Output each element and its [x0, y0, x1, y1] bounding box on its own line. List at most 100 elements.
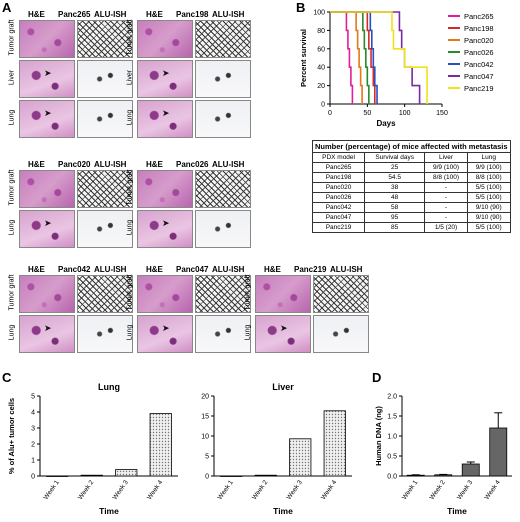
- y-axis-label: % of Alu+ tumor cells: [7, 398, 16, 474]
- table-row: Panc047 95-9/10 (90): [311, 212, 511, 223]
- human-dna-bar-chart: 0.0 0.5 1.0 1.5 2.0 Week 1 Week 2 Week 3 Week 4 T…: [374, 394, 512, 516]
- legend-label: Panc265: [464, 12, 494, 21]
- row-label: Lung: [126, 219, 134, 236]
- bar-Week 2: [80, 474, 103, 477]
- y-tick-label: 2: [31, 442, 35, 449]
- table-cell: 54.5: [364, 172, 426, 183]
- column-header: Liver: [424, 152, 468, 163]
- table-cell: Panc198: [311, 172, 366, 183]
- table-header-row: PDX model Survival days Liver Lung: [311, 152, 511, 163]
- stain-he-label: H&E: [264, 265, 281, 274]
- x-axis-label: Days: [376, 119, 396, 128]
- he-image: [137, 20, 193, 58]
- stain-ish-label: ALU-ISH: [94, 265, 127, 274]
- table-cell: 5/5 (100): [466, 182, 511, 193]
- row-label: Tumor graft: [126, 274, 134, 311]
- y-tick-label: 0: [321, 102, 325, 109]
- panel-d-letter: D: [372, 370, 382, 385]
- row-label: Lung: [8, 324, 16, 341]
- ish-image: [313, 275, 369, 313]
- y-tick-label: 10: [201, 434, 209, 441]
- he-image: [19, 315, 75, 353]
- table-cell: 58: [364, 202, 426, 213]
- ish-image: [77, 60, 133, 98]
- ish-image: [77, 210, 133, 248]
- arrowhead-icon: ➤: [280, 323, 288, 333]
- bar-Week 1: [220, 475, 243, 477]
- y-axis-label: Percent survival: [299, 29, 308, 87]
- he-image: [137, 170, 193, 208]
- arrowhead-icon: ➤: [162, 68, 170, 78]
- ish-image: [77, 20, 133, 58]
- x-tick-label: Week 3: [286, 479, 305, 501]
- table-row: Panc219 85 1/5 (20) 5/5 (100): [311, 222, 511, 233]
- he-image: [137, 210, 193, 248]
- ish-image: [77, 275, 133, 313]
- x-tick-label: Week 2: [77, 479, 96, 501]
- he-image: [137, 315, 193, 353]
- table-cell: Panc219: [311, 222, 366, 233]
- ish-image: [195, 275, 251, 313]
- ish-image: [195, 315, 251, 353]
- x-tick-label: Week 4: [320, 479, 339, 501]
- table-cell: 5/5 (100): [466, 192, 511, 203]
- table-title: Number (percentage) of mice affected wit…: [312, 140, 511, 153]
- table-cell: 1/5 (20): [424, 222, 468, 233]
- x-tick-label: Week 1: [401, 479, 420, 501]
- x-tick-label: Week 4: [146, 479, 165, 501]
- panel-a-letter: A: [2, 0, 12, 15]
- row-label: Tumor graft: [126, 19, 134, 56]
- legend-label: Panc198: [464, 24, 494, 33]
- arrowhead-icon: ➤: [44, 68, 52, 78]
- y-tick-label: 40: [317, 65, 325, 72]
- bar-Week 4: [323, 410, 346, 477]
- he-image: [255, 275, 311, 313]
- arrowhead-icon: ➤: [44, 323, 52, 333]
- model-label: Panc047: [176, 265, 209, 274]
- model-label: Panc026: [176, 160, 209, 169]
- table-row: Panc042 58-9/10 (90): [311, 202, 511, 213]
- ish-image: [313, 315, 369, 353]
- table-cell: 9/9 (100): [466, 162, 511, 173]
- arrowhead-icon: ➤: [162, 323, 170, 333]
- table-cell: 9/10 (90): [466, 202, 511, 213]
- stain-he-label: H&E: [28, 10, 45, 19]
- row-label: Lung: [8, 219, 16, 236]
- y-tick-label: 100: [313, 10, 325, 17]
- panel-b-letter: B: [296, 0, 306, 15]
- table-cell: 8/8 (100): [424, 172, 468, 183]
- stain-ish-label: ALU-ISH: [94, 10, 127, 19]
- ish-image: [195, 60, 251, 98]
- table-cell: 85: [364, 222, 426, 233]
- stain-he-label: H&E: [146, 160, 163, 169]
- table-cell: -: [424, 182, 468, 193]
- ish-image: [77, 170, 133, 208]
- bar-Week 1: [46, 475, 69, 477]
- stain-he-label: H&E: [146, 265, 163, 274]
- table-cell: 5/5 (100): [466, 222, 511, 233]
- bar-Week 4: [489, 427, 508, 477]
- arrowhead-icon: ➤: [44, 108, 52, 118]
- y-tick-label: 0: [31, 474, 35, 481]
- table-cell: Panc047: [311, 212, 366, 223]
- table-row: Panc020 38-5/5 (100): [311, 182, 511, 193]
- x-tick-label: 100: [399, 110, 411, 117]
- stain-he-label: H&E: [28, 160, 45, 169]
- bar-Week 3: [115, 469, 138, 477]
- arrowhead-icon: ➤: [162, 218, 170, 228]
- he-image: [137, 275, 193, 313]
- he-image: [137, 60, 193, 98]
- table-cell: Panc042: [311, 202, 366, 213]
- y-tick-label: 1.5: [387, 414, 397, 421]
- row-label: Liver: [126, 69, 134, 86]
- x-tick-label: Week 1: [217, 479, 236, 501]
- arrowhead-icon: ➤: [44, 218, 52, 228]
- legend-label: Panc020: [464, 36, 494, 45]
- x-tick-label: Week 2: [251, 479, 270, 501]
- column-header: Survival days: [364, 152, 426, 163]
- series-line-Panc219: [330, 11, 428, 104]
- legend-label: Panc026: [464, 48, 494, 57]
- y-tick-label: 1.0: [387, 434, 397, 441]
- legend-label: Panc047: [464, 72, 494, 81]
- y-tick-label: 5: [205, 454, 209, 461]
